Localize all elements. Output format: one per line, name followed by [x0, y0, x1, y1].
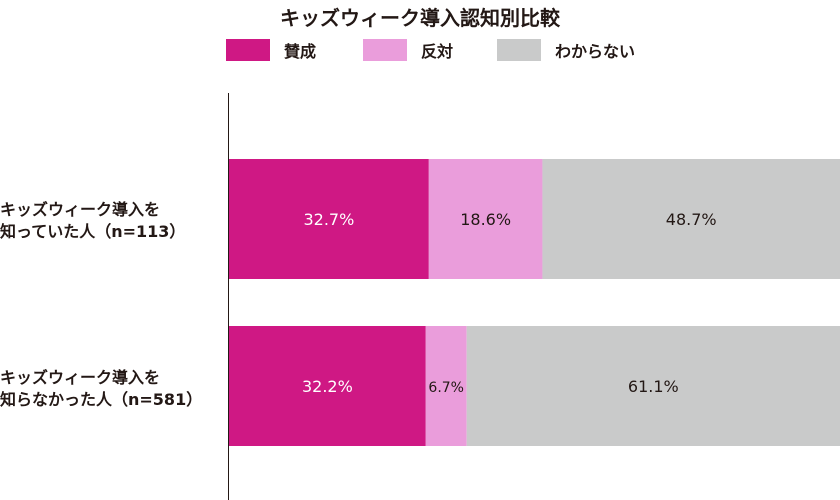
- data-label: 18.6%: [460, 210, 511, 229]
- category-label-line: キッズウィーク導入を: [0, 368, 161, 387]
- category-label-unaware: キッズウィーク導入を 知らなかった人（n=581）: [0, 367, 222, 411]
- category-axis-line: [228, 93, 229, 500]
- legend-item-disagree: 反対: [363, 38, 453, 62]
- bar-segment: [229, 326, 426, 446]
- data-label: 32.2%: [302, 377, 353, 396]
- legend-label: わからない: [555, 42, 636, 61]
- legend-item-unknown: わからない: [497, 38, 635, 62]
- category-label-line: 知っていた人（n=113）: [0, 222, 186, 241]
- bar-segment: [466, 326, 840, 446]
- data-label: 6.7%: [428, 380, 464, 396]
- legend-label: 反対: [421, 42, 454, 61]
- data-label: 32.7%: [303, 210, 354, 229]
- legend-swatch: [497, 39, 541, 61]
- category-label-aware: キッズウィーク導入を 知っていた人（n=113）: [0, 199, 222, 243]
- data-label: 61.1%: [628, 377, 679, 396]
- bar-segment: [542, 159, 840, 279]
- bar-segment: [425, 326, 467, 446]
- category-label-line: キッズウィーク導入を: [0, 200, 161, 219]
- legend-swatch: [363, 39, 407, 61]
- legend-item-agree: 賛成: [226, 38, 316, 62]
- legend-label: 賛成: [284, 42, 317, 61]
- legend-swatch: [226, 39, 270, 61]
- chart-title: キッズウィーク導入認知別比較: [280, 6, 560, 30]
- category-label-line: 知らなかった人（n=581）: [0, 390, 203, 409]
- bar-segment: [428, 159, 543, 279]
- data-label: 48.7%: [666, 210, 717, 229]
- bar-segment: [229, 159, 429, 279]
